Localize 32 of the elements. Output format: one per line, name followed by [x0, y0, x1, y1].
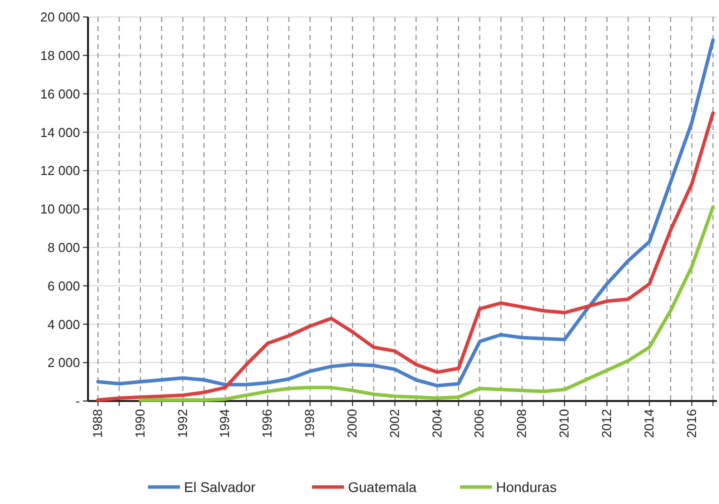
y-tick-label: 10 000: [40, 202, 80, 217]
x-tick-label: 2010: [556, 409, 572, 438]
x-tick-label: 2008: [514, 409, 530, 438]
y-tick-label: 2 000: [47, 355, 80, 370]
x-tick-label: 1988: [90, 409, 105, 438]
x-tick-label: 1996: [260, 409, 275, 438]
y-tick-label: 4 000: [47, 316, 80, 332]
x-tick-label: 2016: [684, 409, 699, 438]
y-tick-label: 8 000: [47, 240, 80, 255]
y-tick-label: -: [76, 394, 80, 409]
x-tick-label: 2014: [641, 409, 656, 438]
y-tick-label: 18 000: [40, 48, 80, 63]
y-tick-label: 14 000: [40, 124, 80, 140]
y-tick-label: 12 000: [40, 163, 80, 178]
y-tick-label: 16 000: [40, 86, 80, 102]
legend-label: El Salvador: [184, 479, 256, 495]
x-tick-label: 1998: [302, 409, 318, 438]
line-series: [96, 111, 715, 402]
legend-label: Honduras: [496, 479, 557, 495]
x-tick-label: 2004: [429, 409, 444, 438]
x-tick-label: 2006: [472, 409, 487, 438]
y-tick-label: 6 000: [47, 278, 80, 294]
x-tick-label: 1990: [132, 409, 148, 438]
x-tick-label: 2000: [344, 409, 360, 438]
legend-label: Guatemala: [348, 479, 417, 495]
line-series: [138, 205, 715, 402]
line-series: [96, 38, 715, 388]
x-tick-label: 1992: [174, 409, 190, 438]
y-tick-label: 20 000: [40, 10, 80, 25]
x-tick-label: 2012: [598, 409, 614, 438]
x-tick-label: 2002: [386, 409, 402, 438]
x-tick-label: 1994: [217, 409, 232, 438]
